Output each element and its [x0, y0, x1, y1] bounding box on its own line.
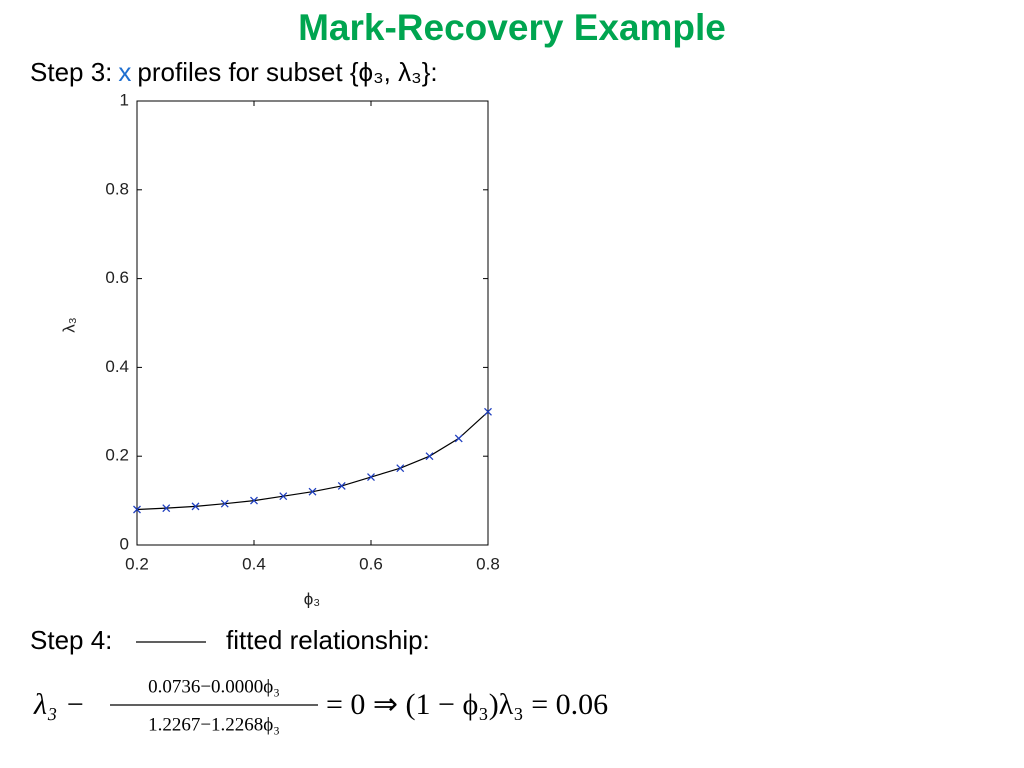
step4-text: fitted relationship: [226, 625, 430, 655]
step3-marker: x [118, 57, 131, 87]
x-axis-label: ϕ₃ [304, 589, 320, 608]
x-tick-label: 0.2 [125, 554, 149, 573]
data-marker [133, 505, 141, 514]
equation-denominator: 1.2267−1.2268ϕ₃ [148, 714, 280, 735]
step3-text: profiles for subset {ϕ₃, λ₃}: [137, 57, 437, 87]
data-marker [191, 502, 200, 511]
x-tick-label: 0.8 [476, 554, 500, 573]
data-marker [279, 492, 288, 501]
x-tick-label: 0.4 [242, 554, 266, 573]
y-tick-label: 0.6 [105, 268, 129, 287]
data-marker [454, 434, 463, 443]
step3-line: Step 3: x profiles for subset {ϕ₃, λ₃}: [30, 57, 438, 87]
y-tick-label: 0.4 [105, 357, 129, 376]
data-marker [162, 504, 171, 513]
x-tick-label: 0.6 [359, 554, 383, 573]
data-marker [250, 496, 258, 505]
y-tick-label: 0 [120, 534, 129, 553]
fitted-line [136, 411, 489, 511]
y-tick-label: 1 [120, 90, 129, 109]
y-axis-label: λ₃ [59, 317, 78, 332]
slide-title: Mark-Recovery Example [298, 7, 726, 48]
step3-prefix: Step 3: [30, 57, 112, 87]
y-tick-label: 0.2 [105, 446, 129, 465]
equation-numerator: 0.0736−0.0000ϕ₃ [148, 676, 280, 697]
data-marker [367, 473, 375, 482]
y-tick-label: 0.8 [105, 179, 129, 198]
equation-rhs: = 0 ⇒ (1 − ϕ₃)λ₃ = 0.06 [326, 688, 608, 721]
plot-frame [136, 100, 489, 546]
data-marker [396, 464, 405, 473]
data-marker [484, 407, 492, 416]
data-marker [337, 481, 346, 490]
data-marker [425, 452, 434, 461]
step4-prefix: Step 4: [30, 625, 112, 655]
data-marker [308, 487, 317, 496]
equation-lhs: λ₃ − [33, 688, 85, 721]
data-marker [220, 499, 229, 508]
